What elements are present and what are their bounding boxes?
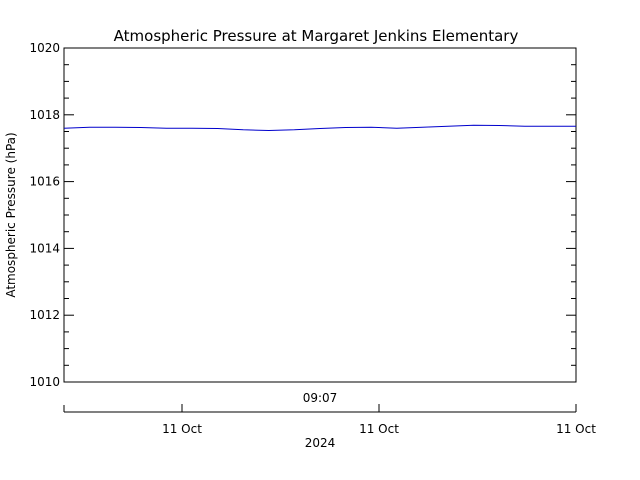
y-tick-label: 1016 [29, 175, 60, 189]
date-tick-label: 11 Oct [162, 422, 202, 436]
date-tick-label: 11 Oct [359, 422, 399, 436]
y-tick-label: 1020 [29, 41, 60, 55]
y-tick-label: 1010 [29, 375, 60, 389]
y-tick-label: 1012 [29, 308, 60, 322]
date-axis: 11 Oct 11 Oct 11 Oct [63, 404, 596, 436]
time-label: 09:07 [303, 391, 338, 405]
y-tick-label: 1014 [29, 241, 60, 255]
plot-frame [63, 47, 577, 383]
year-label: 2024 [305, 436, 336, 450]
date-tick-label: 11 Oct [556, 422, 596, 436]
pressure-series-line [63, 124, 576, 132]
chart-title: Atmospheric Pressure at Margaret Jenkins… [114, 27, 519, 45]
y-axis: 1010 1012 1014 1016 1018 1020 [29, 41, 576, 389]
y-axis-title: Atmospheric Pressure (hPa) [4, 132, 18, 297]
series-group [63, 124, 576, 132]
y-tick-label: 1018 [29, 108, 60, 122]
